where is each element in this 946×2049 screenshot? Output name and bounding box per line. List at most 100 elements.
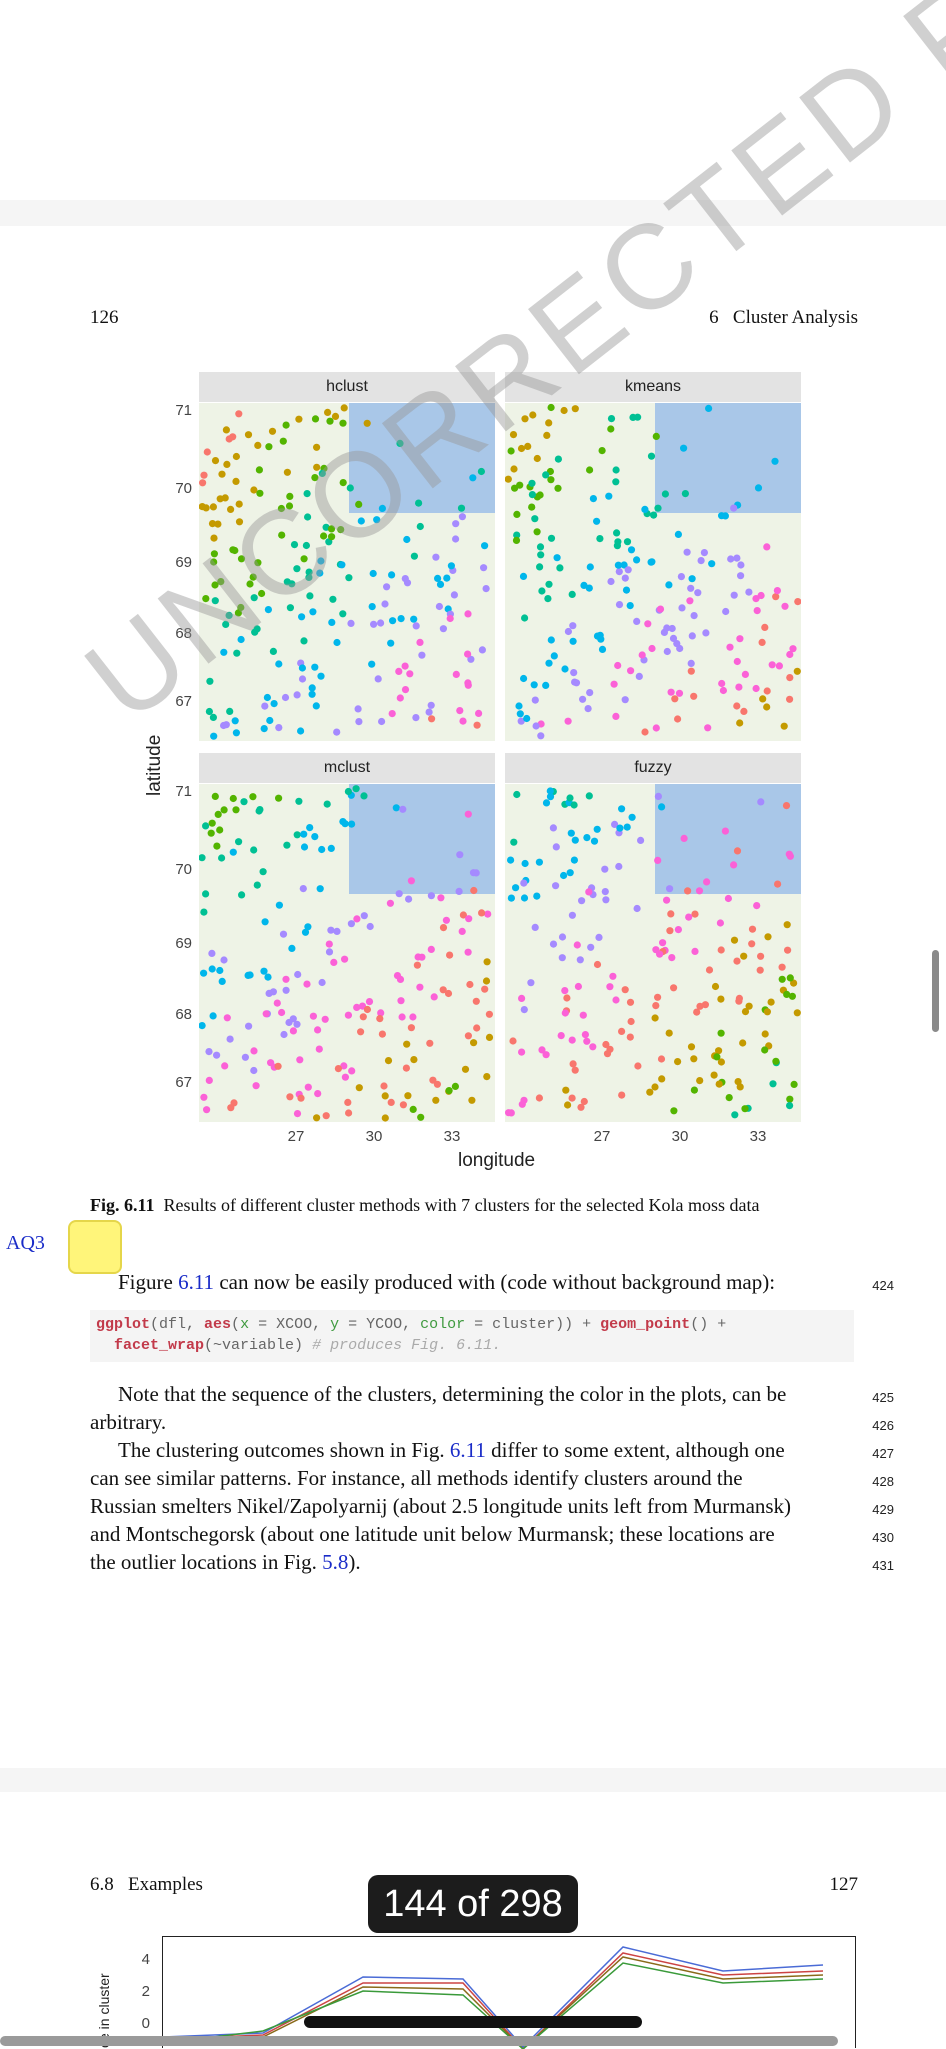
cluster-point xyxy=(690,1055,698,1063)
cluster-point xyxy=(593,517,601,525)
figure-link-6-11[interactable]: 6.11 xyxy=(449,1438,486,1462)
y-tick-71: 71 xyxy=(175,402,192,419)
cluster-point xyxy=(427,945,435,953)
cluster-point xyxy=(717,1029,725,1037)
cluster-point xyxy=(249,793,257,801)
cluster-point xyxy=(280,1030,288,1039)
cluster-point xyxy=(220,648,228,656)
code-token: = cluster)) + xyxy=(465,1316,601,1333)
cluster-point xyxy=(620,561,628,569)
cluster-point xyxy=(585,888,593,896)
figure-link-5-8[interactable]: 5.8 xyxy=(322,1550,349,1574)
cluster-point xyxy=(404,1092,412,1100)
cluster-profile-chart xyxy=(162,1936,856,2049)
cluster-point xyxy=(593,960,602,969)
cluster-point xyxy=(530,681,538,689)
figure-link-6-11[interactable]: 6.11 xyxy=(178,1270,215,1294)
sticky-note-icon[interactable] xyxy=(68,1220,122,1274)
cluster-point xyxy=(614,661,622,670)
y-tick-69: 69 xyxy=(175,935,192,952)
cluster-point xyxy=(687,1043,696,1051)
cluster-point xyxy=(650,511,658,519)
para2-line: Note that the sequence of the clusters, … xyxy=(118,1382,787,1406)
cluster-point xyxy=(208,819,216,827)
cluster-point xyxy=(416,638,424,646)
cluster-point xyxy=(455,887,463,895)
cluster-point xyxy=(311,415,320,423)
code-token: (dfl, xyxy=(150,1316,205,1333)
cluster-point xyxy=(355,718,363,726)
cluster-point xyxy=(274,1062,282,1070)
cluster-point xyxy=(507,447,515,455)
cluster-point xyxy=(286,492,294,500)
cluster-point xyxy=(282,986,290,994)
cluster-point xyxy=(612,466,620,474)
cluster-point xyxy=(713,1053,721,1061)
cluster-point xyxy=(392,804,400,812)
cluster-point xyxy=(621,986,629,994)
cluster-point xyxy=(437,894,445,902)
horizontal-scrollbar[interactable] xyxy=(0,2036,838,2046)
author-query-label[interactable]: AQ3 xyxy=(6,1232,45,1254)
cluster-point xyxy=(345,574,353,582)
cluster-point xyxy=(464,1032,472,1040)
cluster-point xyxy=(715,1047,723,1055)
cluster-point xyxy=(678,604,686,612)
line-number: 427 xyxy=(872,1446,894,1461)
cluster-point xyxy=(715,1080,723,1088)
cluster-point xyxy=(771,457,779,465)
cluster-point xyxy=(208,965,216,973)
cluster-point xyxy=(443,574,451,582)
page-gap xyxy=(0,1768,946,1792)
cluster-point xyxy=(568,911,576,919)
running-head: 6 Cluster Analysis xyxy=(709,307,858,328)
cluster-point xyxy=(363,419,371,427)
cluster-point xyxy=(293,1110,302,1118)
cluster-point xyxy=(523,714,531,723)
cluster-point xyxy=(731,1111,739,1119)
cluster-point xyxy=(456,851,464,859)
cluster-point xyxy=(641,728,649,736)
cluster-point xyxy=(564,627,572,636)
cluster-point xyxy=(425,708,433,716)
profile-lines xyxy=(163,1946,824,2049)
cluster-point xyxy=(708,560,716,568)
cluster-point xyxy=(427,701,435,709)
cluster-point xyxy=(786,1095,794,1103)
cluster-point xyxy=(218,977,226,985)
cluster-point xyxy=(472,997,480,1005)
cluster-point xyxy=(521,415,529,423)
cluster-point xyxy=(685,913,693,921)
cluster-point xyxy=(339,479,347,487)
cluster-point xyxy=(531,515,539,523)
cluster-point xyxy=(533,454,541,463)
cluster-point xyxy=(656,605,665,613)
home-indicator[interactable] xyxy=(304,2016,642,2028)
cluster-point xyxy=(687,659,695,667)
page-126 xyxy=(0,0,946,200)
cluster-point xyxy=(532,722,540,730)
y-tick-69: 69 xyxy=(175,554,192,571)
cluster-point xyxy=(603,1050,612,1058)
cluster-point xyxy=(220,721,228,730)
vertical-scroll-indicator[interactable] xyxy=(932,950,939,1032)
y-tick-68: 68 xyxy=(175,625,192,642)
cluster-point xyxy=(402,1064,410,1072)
cluster-point xyxy=(232,806,240,814)
cluster-point xyxy=(757,952,765,960)
map-panel-kmeans xyxy=(505,403,801,741)
cluster-point xyxy=(300,830,308,838)
y-tick-68: 68 xyxy=(175,1006,192,1023)
cluster-point xyxy=(286,1093,294,1101)
cluster-point xyxy=(446,951,454,959)
cluster-point xyxy=(513,790,521,799)
cluster-point xyxy=(353,915,361,923)
cluster-point xyxy=(226,707,234,715)
cluster-point xyxy=(210,732,218,740)
map-panel-fuzzy xyxy=(505,784,801,1122)
cluster-point xyxy=(265,443,273,451)
cluster-point xyxy=(222,620,230,628)
cluster-point xyxy=(262,1010,270,1018)
cluster-point xyxy=(626,998,635,1006)
cluster-point xyxy=(482,977,491,985)
